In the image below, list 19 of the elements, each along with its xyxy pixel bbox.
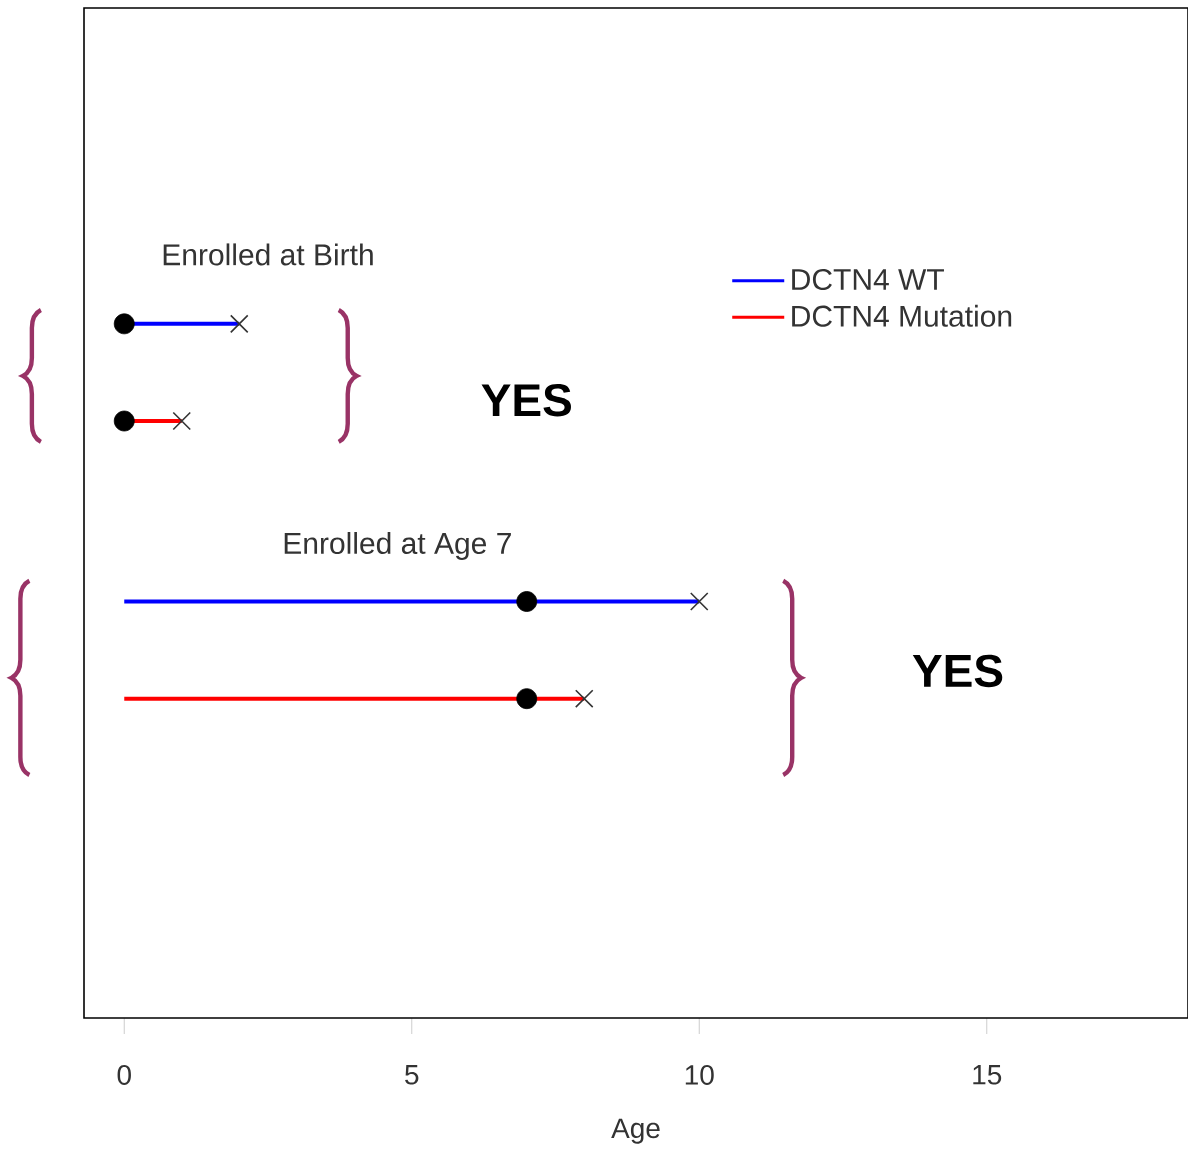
legend-label: DCTN4 WT [792,268,944,291]
annotation: YES [481,383,571,417]
text: Enrolled at Birth [163,243,373,266]
x-tick-label: 0 [117,1065,131,1085]
point [229,314,249,334]
point [689,592,709,611]
x-axis-title: Age [611,1118,660,1144]
point [113,410,135,432]
x-tick-label: 15 [973,1065,1002,1085]
point [516,591,538,612]
legend-label: DCTN4 Mutation [792,304,1012,327]
point [113,313,135,335]
point [516,688,538,710]
annotation: Enrolled at Age 7 [284,531,511,560]
x-tick-label: 5 [405,1065,419,1085]
x-tick-label: 10 [685,1065,714,1085]
point [574,689,594,708]
point [172,411,192,431]
annotation: YES [912,654,1003,688]
